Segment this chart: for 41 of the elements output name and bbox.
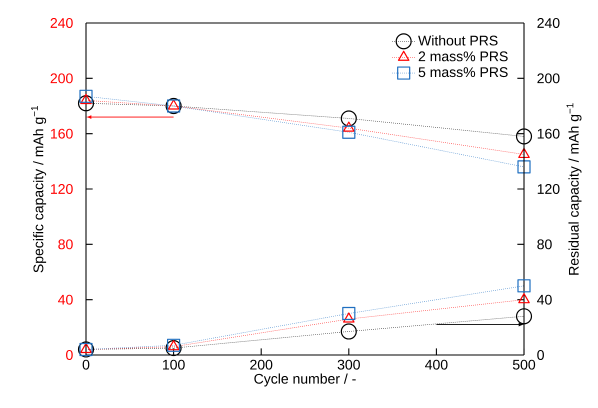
x-axis-title: Cycle number / - (254, 373, 356, 386)
y-tick-label: 120 (51, 184, 73, 194)
legend-label: 2 mass% PRS (418, 51, 508, 62)
point (518, 293, 530, 304)
y2-tick-label: 80 (537, 239, 552, 250)
point (516, 128, 532, 144)
x-tick-label: 200 (250, 360, 272, 370)
y2-tick-label: 240 (537, 18, 560, 28)
y-tick-label: 0 (66, 350, 73, 360)
point (342, 126, 356, 139)
y-tick-label: 40 (58, 294, 73, 305)
point (78, 95, 94, 112)
y-tick-label: 80 (58, 239, 73, 250)
y-tick-label: 240 (50, 18, 73, 28)
y-tick-label: 200 (50, 73, 73, 84)
point (342, 306, 356, 320)
legend-label: Without PRS (418, 35, 498, 46)
legend-label: 5 mass% PRS (418, 67, 508, 78)
x-tick-label: 500 (512, 360, 536, 370)
point (79, 90, 93, 103)
y2-tick-label: 160 (538, 128, 560, 139)
y2-tick-label: 40 (537, 294, 552, 305)
point (518, 148, 530, 158)
y-tick-label: 160 (51, 128, 73, 139)
point (517, 160, 531, 174)
point (340, 323, 357, 340)
y2-axis-title: Residual capacity / mAh g$^{−1}$ (566, 103, 582, 275)
point (517, 279, 531, 292)
point (340, 110, 357, 127)
point (166, 340, 182, 356)
x-tick-label: 100 (162, 360, 185, 370)
y-axis-title: Specific capacity / mAh g$^{−1}$ (31, 106, 46, 272)
y2-tick-label: 0 (537, 350, 544, 360)
y2-tick-label: 200 (537, 73, 560, 84)
y2-tick-label: 120 (538, 184, 560, 194)
point (343, 122, 355, 132)
x-tick-label: 300 (338, 360, 360, 370)
point (343, 312, 355, 323)
point (516, 308, 532, 324)
x-tick-label: 400 (425, 360, 448, 370)
x-tick-label: 0 (82, 360, 90, 370)
